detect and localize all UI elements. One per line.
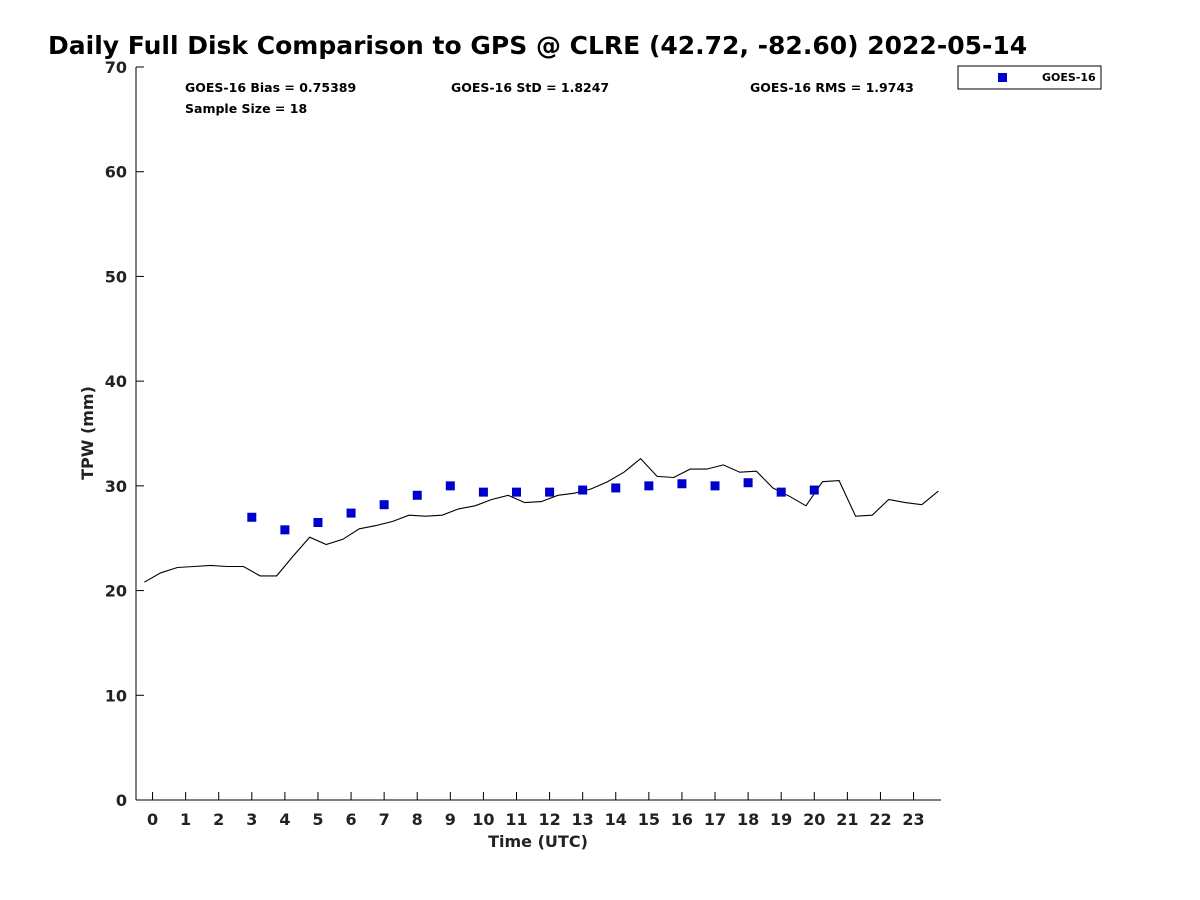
x-tick-label: 1 [180,810,191,829]
x-tick-label: 13 [572,810,594,829]
x-tick-label: 19 [770,810,792,829]
goes16-data-point [511,487,521,497]
x-tick-label: 2 [213,810,224,829]
y-tick-label: 70 [105,58,127,77]
x-tick-label: 18 [737,810,759,829]
x-tick-label: 23 [902,810,924,829]
gps-series-line [144,457,939,583]
goes16-data-point [247,512,257,522]
x-tick-label: 9 [445,810,456,829]
x-tick-label: 20 [803,810,825,829]
sample-size-stat: Sample Size = 18 [185,101,307,116]
goes16-data-point [809,485,819,495]
legend-square-marker [998,73,1007,82]
legend: GOES-16 [957,65,1102,90]
stats-block: GOES-16 Bias = 0.75389 GOES-16 StD = 1.8… [185,80,914,116]
x-tick-label: 4 [279,810,290,829]
x-axis-ticks: 0 1 2 3 4 5 6 7 8 9 10 11 12 13 14 15 16 17 18 19 20 21 22 23 [147,792,925,829]
x-tick-label: 11 [505,810,527,829]
x-tick-label: 0 [147,810,158,829]
goes16-data-point [346,508,356,518]
x-tick-label: 10 [472,810,494,829]
y-tick-label: 50 [105,267,127,286]
goes16-data-point [379,500,389,510]
y-tick-label: 40 [105,372,127,391]
goes16-data-point [478,487,488,497]
x-tick-label: 6 [345,810,356,829]
goes16-data-point [578,485,588,495]
gps-tpw-line [144,457,939,583]
bias-stat: GOES-16 Bias = 0.75389 [185,80,356,95]
y-tick-label: 30 [105,477,127,496]
goes16-data-point [412,490,422,500]
chart-title: Daily Full Disk Comparison to GPS @ CLRE… [48,31,1027,60]
goes16-data-point [280,525,290,535]
goes16-data-point [677,479,687,489]
x-tick-label: 8 [412,810,423,829]
x-tick-label: 7 [379,810,390,829]
goes16-data-point [644,481,654,491]
x-tick-label: 17 [704,810,726,829]
x-axis-label: Time (UTC) [488,832,588,851]
x-tick-label: 12 [538,810,560,829]
goes16-series-points [247,478,819,535]
goes16-data-point [445,481,455,491]
goes16-data-point [710,481,720,491]
x-tick-label: 15 [638,810,660,829]
plot-frame [135,67,941,801]
y-tick-label: 0 [116,791,127,810]
goes16-data-point [313,518,323,528]
x-tick-label: 22 [869,810,891,829]
x-tick-label: 3 [246,810,257,829]
y-axis-ticks: 0 10 20 30 40 50 60 70 [105,58,144,810]
y-tick-label: 10 [105,686,127,705]
y-tick-label: 60 [105,163,127,182]
std-stat: GOES-16 StD = 1.8247 [451,80,609,95]
y-axis-label: TPW (mm) [78,386,97,480]
legend-box [957,65,1102,90]
goes16-data-point [545,487,555,497]
x-tick-label: 14 [605,810,627,829]
rms-stat: GOES-16 RMS = 1.9743 [750,80,914,95]
x-tick-label: 21 [836,810,858,829]
goes16-data-point [743,478,753,488]
goes16-data-point [611,483,621,493]
y-tick-label: 20 [105,582,127,601]
legend-label-goes16: GOES-16 [1042,71,1096,84]
x-tick-label: 16 [671,810,693,829]
goes16-data-point [776,487,786,497]
x-tick-label: 5 [312,810,323,829]
